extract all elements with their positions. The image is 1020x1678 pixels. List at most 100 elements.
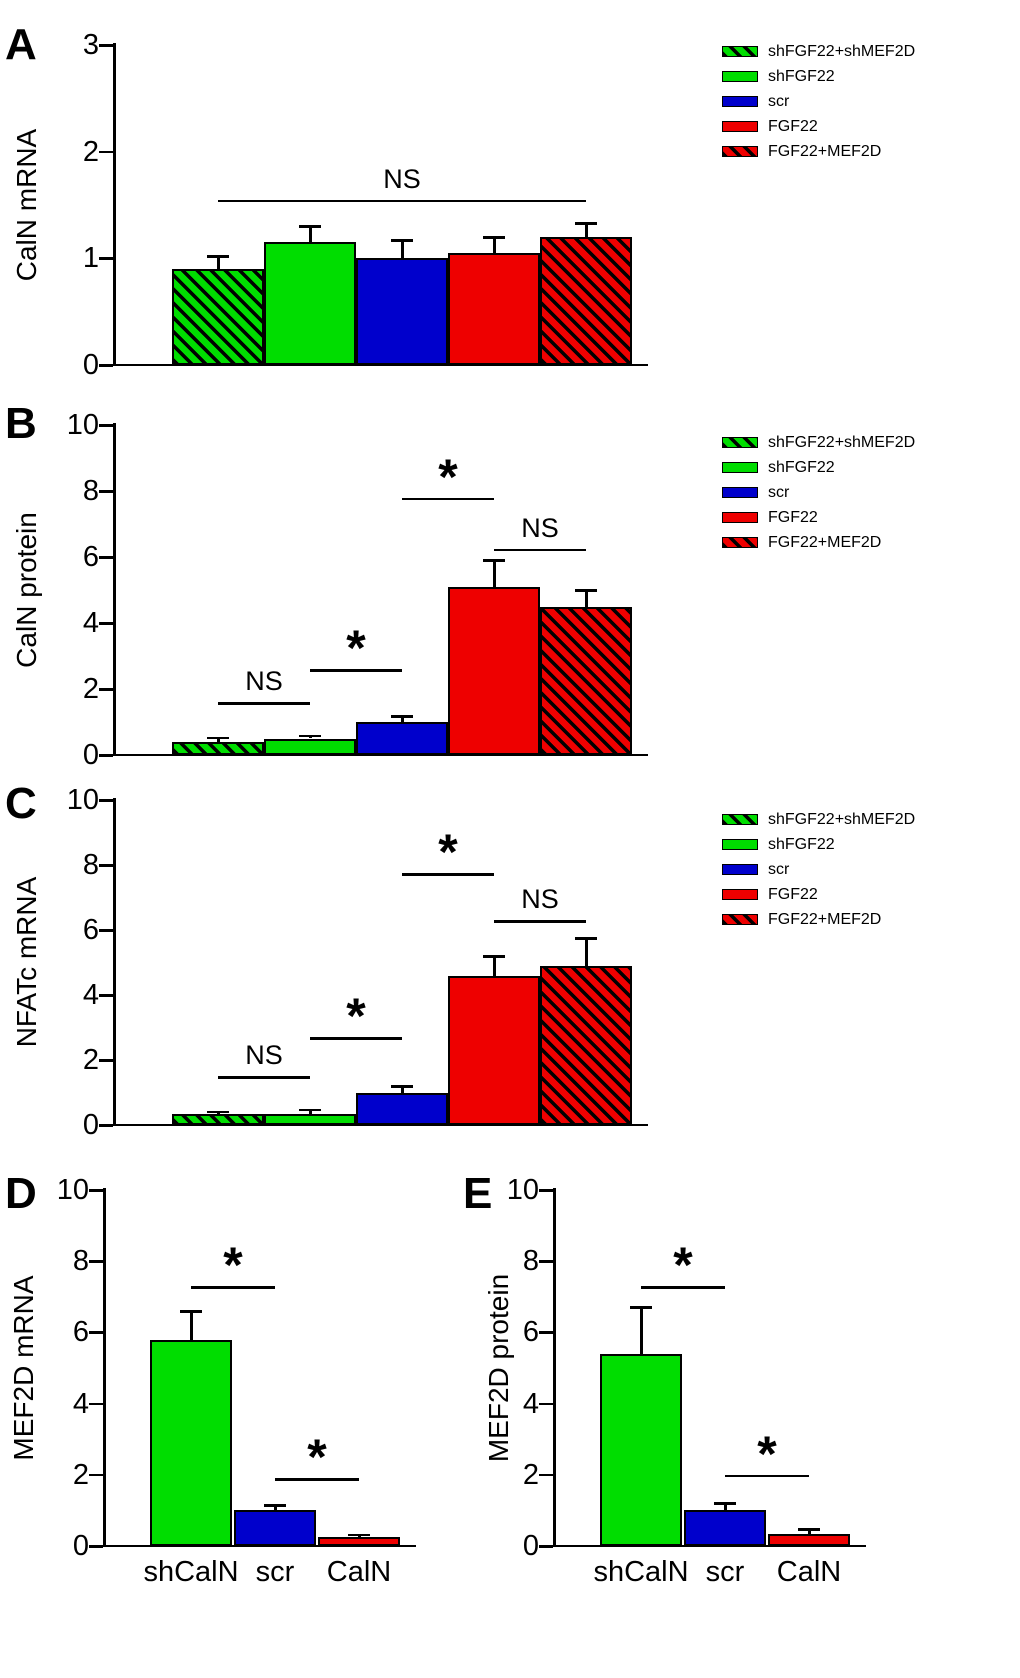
legend-label: shFGF22+shMEF2D xyxy=(768,42,916,60)
significance-line xyxy=(218,199,586,203)
y-tick xyxy=(99,929,113,932)
legend-label: scr xyxy=(768,860,790,878)
error-bar-cap xyxy=(391,1085,413,1088)
significance-line xyxy=(191,1286,275,1289)
y-tick xyxy=(539,1189,553,1192)
bar-FGF22 xyxy=(448,253,540,365)
error-bar-cap xyxy=(798,1528,820,1531)
y-tick-label: 0 xyxy=(82,739,99,771)
error-bar-cap xyxy=(575,222,597,225)
y-tick-label: 4 xyxy=(72,1387,89,1420)
legend-key-red xyxy=(722,889,758,900)
y-tick-label: 0 xyxy=(82,349,99,381)
y-tick-label: 2 xyxy=(522,1458,539,1491)
y-tick-label: 6 xyxy=(522,1316,539,1349)
bar-shFGF22+shMEF2D xyxy=(172,741,264,755)
panel-B: B CalN protein 0 2 4 6 8 10 NS * * NS shFGF22+shM… xyxy=(0,400,1020,780)
legend-label: FGF22+MEF2D xyxy=(768,533,882,551)
legend-item: scr xyxy=(722,857,915,882)
y-tick-label: 10 xyxy=(56,1174,89,1206)
y-tick xyxy=(99,44,113,47)
legend-item: shFGF22+shMEF2D xyxy=(722,430,915,455)
y-tick xyxy=(99,754,113,757)
y-tick xyxy=(99,1059,113,1062)
y-tick xyxy=(539,1545,553,1548)
y-tick-label: 6 xyxy=(82,914,99,946)
bar-scr xyxy=(356,1092,448,1125)
bar-scr xyxy=(356,722,448,755)
y-tick-label: 1 xyxy=(82,242,99,275)
legend-key-red xyxy=(722,121,758,132)
bar-shCalN xyxy=(600,1353,682,1546)
y-tick-label: 10 xyxy=(66,409,99,441)
y-tick xyxy=(99,257,113,260)
y-tick-label: 2 xyxy=(72,1458,89,1491)
significance-line xyxy=(402,873,494,876)
y-tick-label: 8 xyxy=(72,1245,89,1278)
y-tick xyxy=(99,150,113,154)
significance-line xyxy=(494,548,586,552)
significance-label: * xyxy=(438,824,458,881)
legend-key-green xyxy=(722,839,758,850)
y-tick xyxy=(89,1545,103,1548)
panel-A: A CalN mRNA 0 1 2 3 NS shFGF22+shMEF2D shFGF2… xyxy=(0,15,1020,400)
significance-label: NS xyxy=(245,666,283,697)
y-tick-label: 0 xyxy=(82,1109,99,1141)
legend-label: scr xyxy=(768,92,790,110)
y-tick xyxy=(539,1331,553,1334)
legend-label: shFGF22+shMEF2D xyxy=(768,433,916,451)
error-bar xyxy=(585,590,588,607)
y-tick xyxy=(99,556,113,559)
significance-line xyxy=(275,1478,359,1481)
legend-item: FGF22 xyxy=(722,114,915,139)
error-bar-cap xyxy=(575,589,597,592)
error-bar-cap xyxy=(391,239,413,242)
y-tick-label: 8 xyxy=(82,475,99,507)
y-tick xyxy=(89,1260,103,1263)
error-bar-cap xyxy=(630,1306,652,1309)
legend-B: shFGF22+shMEF2D shFGF22 scr FGF22 FGF22+MEF2… xyxy=(722,430,915,555)
x-category-label: shCalN xyxy=(143,1556,239,1588)
error-bar xyxy=(724,1503,727,1511)
y-axis-label-A: CalN mRNA xyxy=(11,128,42,282)
x-category-label: shCalN xyxy=(593,1556,689,1588)
y-tick xyxy=(539,1473,553,1477)
error-bar-cap xyxy=(391,715,413,718)
y-axis-label-B: CalN protein xyxy=(11,512,42,668)
legend-label: shFGF22+shMEF2D xyxy=(768,810,916,828)
legend-key-red-hatch xyxy=(722,914,758,925)
y-tick-label: 10 xyxy=(506,1174,539,1206)
error-bar xyxy=(401,716,404,722)
panel-letter-D: D xyxy=(5,1169,37,1218)
error-bar-cap xyxy=(207,1110,229,1114)
legend-item: shFGF22+shMEF2D xyxy=(722,807,915,832)
significance-line xyxy=(218,702,310,705)
legend-label: FGF22+MEF2D xyxy=(768,142,882,160)
panel-letter-C: C xyxy=(5,779,37,828)
error-bar-cap xyxy=(299,734,321,738)
significance-line xyxy=(641,1286,725,1289)
y-axis xyxy=(113,798,116,1125)
y-tick-label: 4 xyxy=(522,1387,539,1420)
y-tick xyxy=(99,864,113,867)
y-tick xyxy=(99,688,113,691)
legend-item: FGF22 xyxy=(722,882,915,907)
error-bar-cap xyxy=(483,236,505,239)
y-tick xyxy=(99,799,113,802)
y-tick-label: 2 xyxy=(82,1044,99,1076)
error-bar-cap xyxy=(299,1108,321,1112)
y-tick-label: 8 xyxy=(522,1245,539,1278)
legend-label: FGF22+MEF2D xyxy=(768,910,882,928)
y-tick xyxy=(89,1402,103,1406)
legend-label: FGF22 xyxy=(768,885,818,903)
legend-item: FGF22+MEF2D xyxy=(722,530,915,555)
y-tick xyxy=(89,1189,103,1192)
legend-item: FGF22 xyxy=(722,505,915,530)
y-tick-label: 6 xyxy=(72,1316,89,1349)
y-tick xyxy=(539,1402,553,1406)
bar-CalN xyxy=(318,1537,400,1546)
significance-line xyxy=(310,1037,402,1040)
y-tick xyxy=(99,994,113,997)
y-tick-label: 2 xyxy=(82,135,99,168)
